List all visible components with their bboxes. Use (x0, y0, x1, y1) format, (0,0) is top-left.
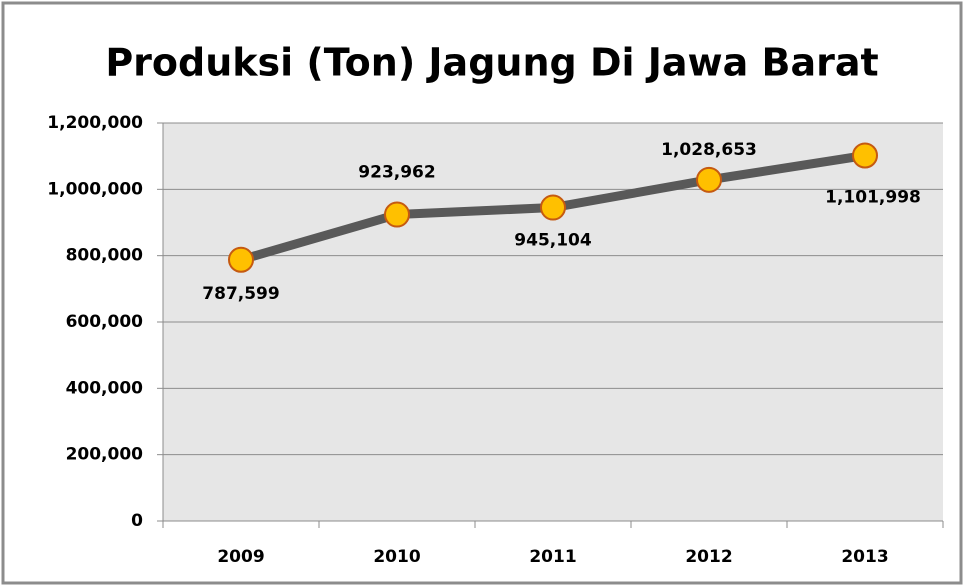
y-tick-label: 600,000 (66, 312, 144, 332)
data-label: 1,028,653 (661, 140, 757, 160)
data-label: 945,104 (514, 231, 592, 251)
x-tick-label: 2009 (217, 547, 264, 567)
marker (852, 142, 878, 169)
chart-title: Produksi (Ton) Jagung Di Jawa Barat (105, 41, 878, 85)
y-tick-label: 400,000 (66, 378, 144, 398)
marker (540, 194, 566, 221)
y-tick-label: 200,000 (66, 445, 144, 465)
x-tick-label: 2013 (841, 547, 888, 567)
y-tick-label: 800,000 (66, 246, 144, 266)
marker (384, 201, 410, 228)
data-label: 787,599 (202, 284, 279, 304)
y-tick-label: 1,200,000 (47, 113, 143, 133)
x-tick-label: 2010 (373, 547, 420, 567)
x-tick-label: 2012 (685, 547, 732, 567)
y-tick-label: 0 (131, 511, 143, 531)
y-tick-label: 1,000,000 (47, 179, 143, 199)
marker (696, 166, 722, 193)
data-label: 1,101,998 (825, 188, 921, 208)
marker (228, 246, 254, 273)
x-tick-label: 2011 (529, 547, 576, 567)
data-label: 923,962 (358, 163, 435, 183)
